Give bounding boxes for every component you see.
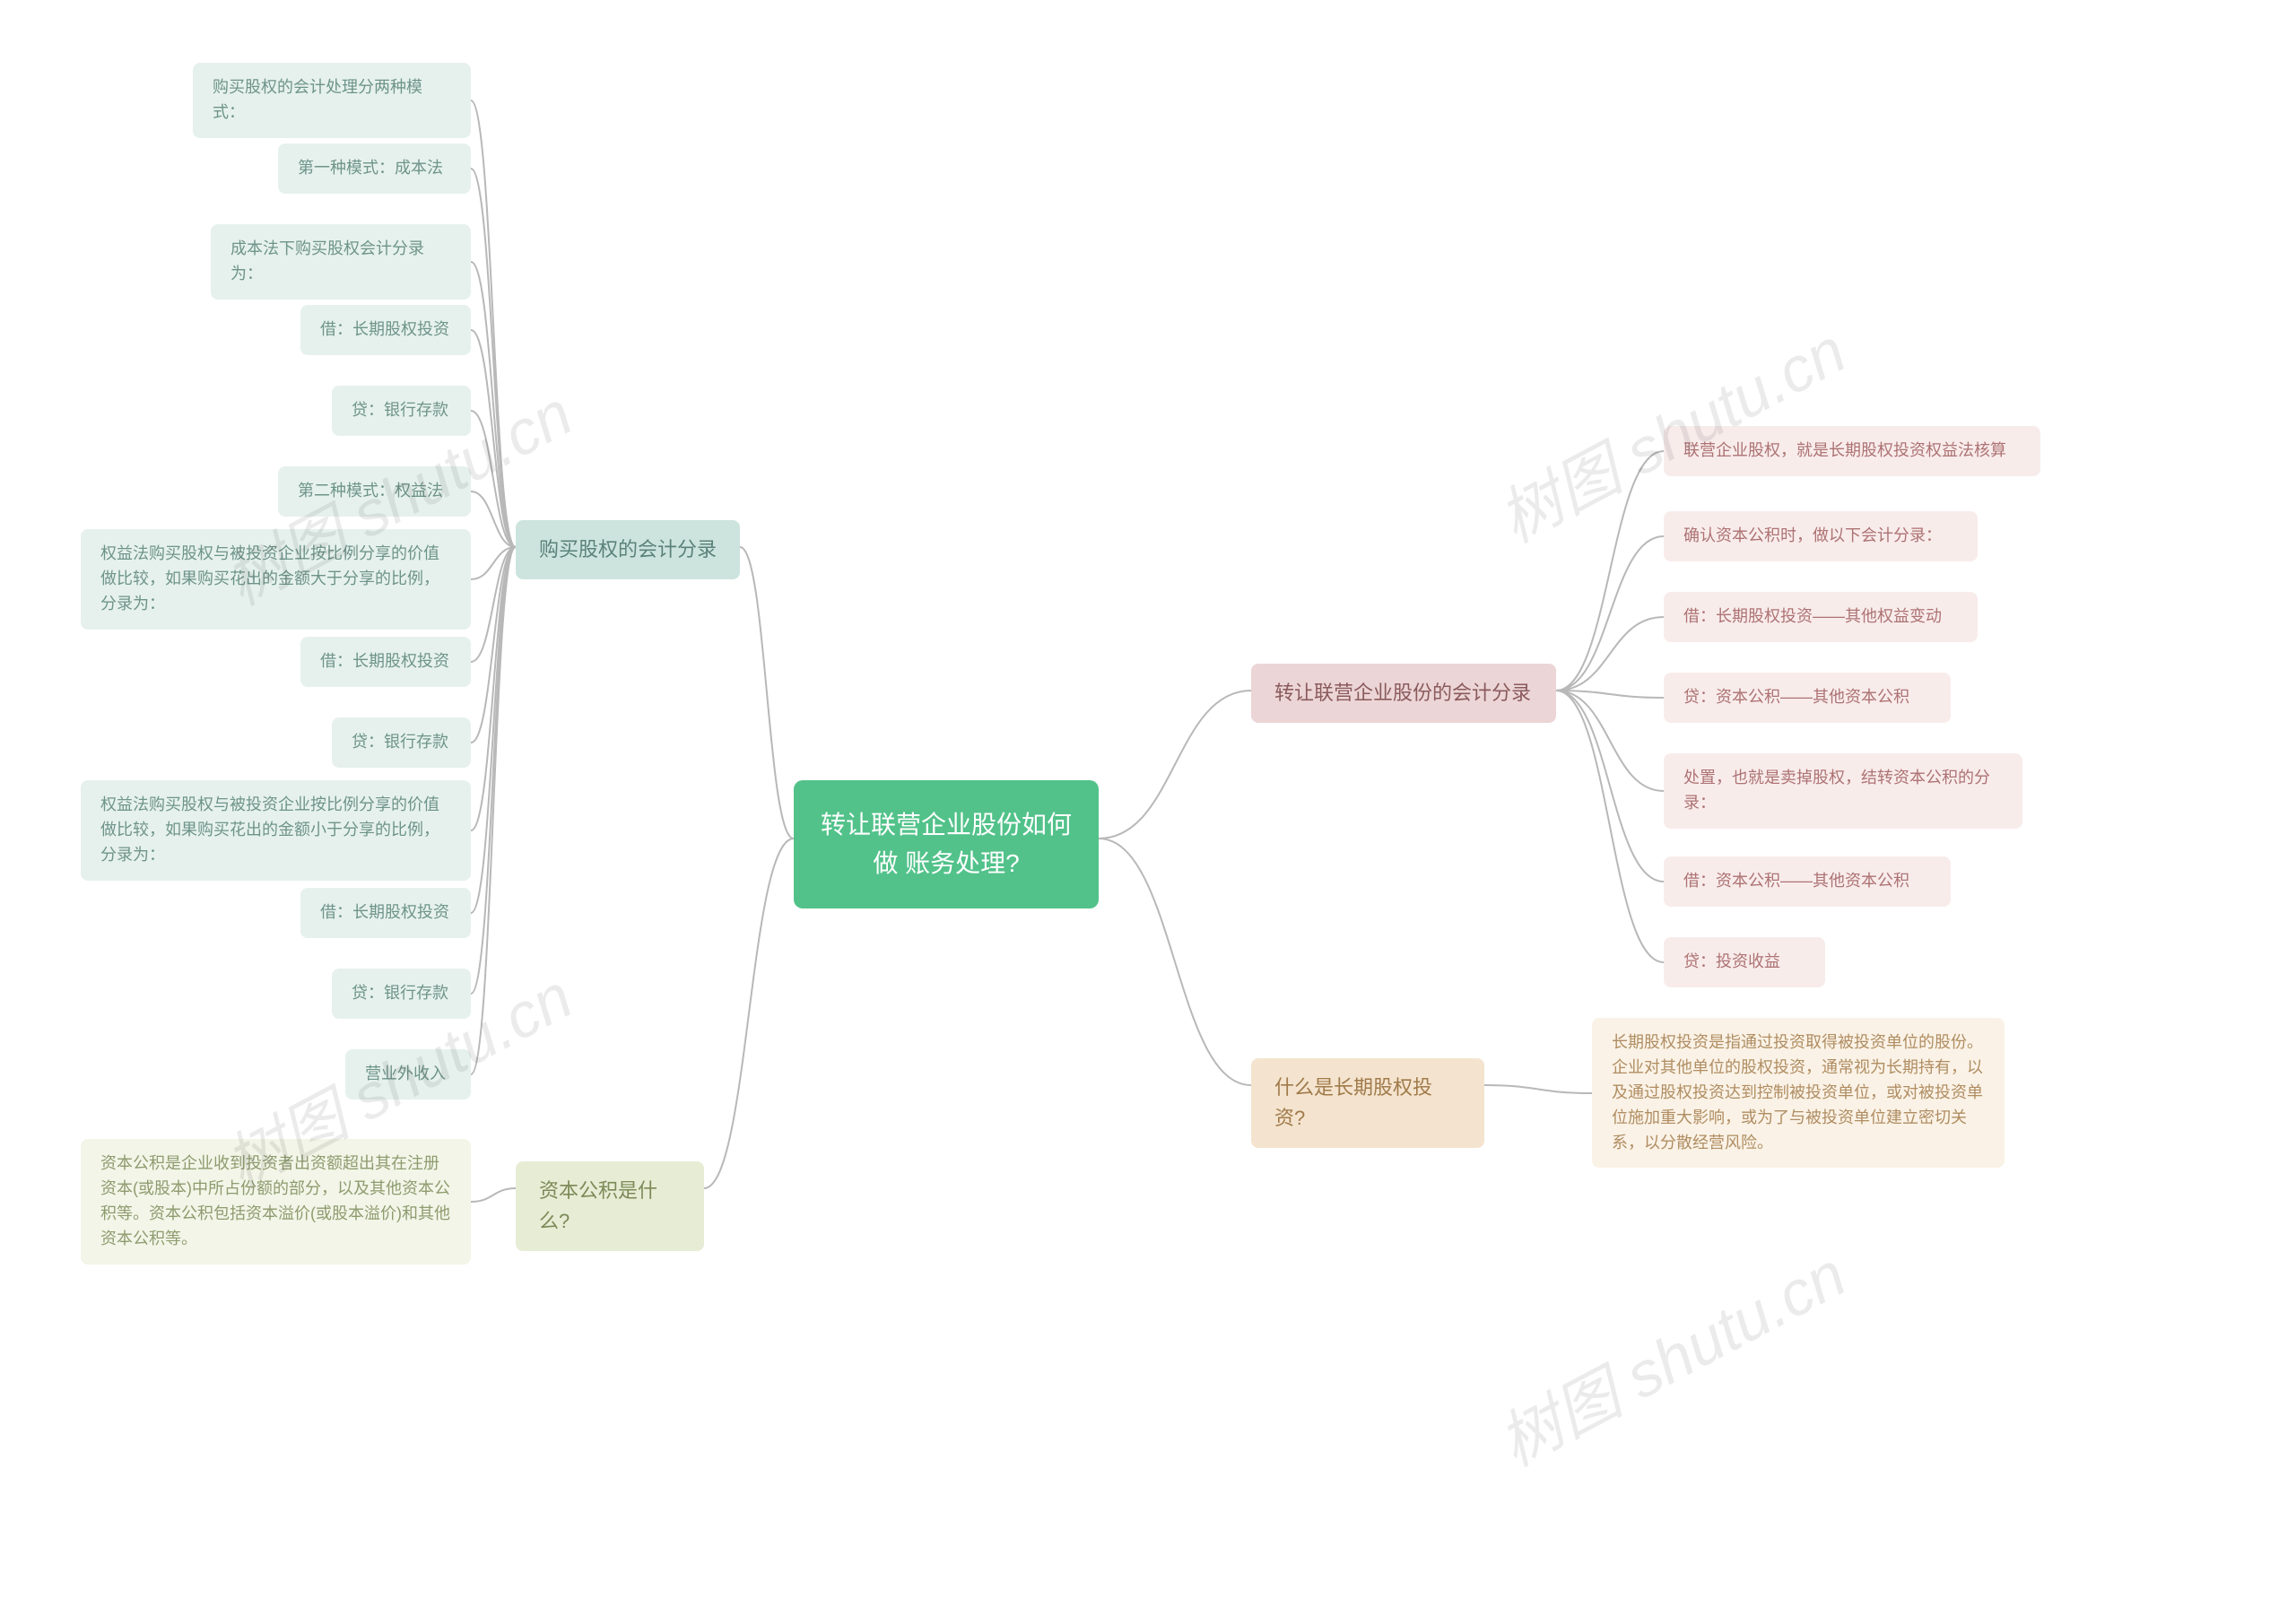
leaf-b2-0: 长期股权投资是指通过投资取得被投资单位的股份。企业对其他单位的股权投资，通常视为… (1592, 1018, 2005, 1168)
leaf-b3-8: 贷：银行存款 (332, 717, 471, 768)
leaf-b3-11: 贷：银行存款 (332, 969, 471, 1019)
leaf-b3-12-label: 营业外收入 (365, 1065, 446, 1082)
leaf-b3-7: 借：长期股权投资 (300, 637, 471, 687)
leaf-b4-0-label: 资本公积是企业收到投资者出资额超出其在注册资本(或股本)中所占份额的部分，以及其… (100, 1154, 450, 1247)
leaf-b1-6-label: 贷：投资收益 (1683, 952, 1780, 970)
leaf-b3-3-label: 借：长期股权投资 (320, 320, 449, 338)
leaf-b1-1-label: 确认资本公积时，做以下会计分录： (1683, 526, 1942, 544)
leaf-b3-8-label: 贷：银行存款 (352, 733, 448, 751)
branch-b2: 什么是长期股权投资? (1251, 1058, 1484, 1148)
watermark: 树图 shutu.cn (1481, 1225, 1859, 1483)
leaf-b1-2: 借：长期股权投资——其他权益变动 (1664, 592, 1978, 642)
leaf-b3-0-label: 购买股权的会计处理分两种模式： (213, 78, 422, 121)
leaf-b3-7-label: 借：长期股权投资 (320, 652, 449, 670)
leaf-b3-4-label: 贷：银行存款 (352, 401, 448, 419)
leaf-b3-3: 借：长期股权投资 (300, 305, 471, 355)
mindmap-root: 转让联营企业股份如何做 账务处理? (794, 780, 1099, 908)
branch-b4-label: 资本公积是什么? (539, 1179, 657, 1232)
leaf-b3-10-label: 借：长期股权投资 (320, 903, 449, 921)
leaf-b3-10: 借：长期股权投资 (300, 888, 471, 938)
branch-b1: 转让联营企业股份的会计分录 (1251, 664, 1556, 723)
leaf-b3-5-label: 第二种模式：权益法 (298, 482, 443, 500)
leaf-b3-4: 贷：银行存款 (332, 386, 471, 436)
leaf-b3-2-label: 成本法下购买股权会计分录为： (230, 239, 424, 282)
leaf-b3-9: 权益法购买股权与被投资企业按比例分享的价值做比较，如果购买花出的金额小于分享的比… (81, 780, 471, 881)
leaf-b1-5: 借：资本公积——其他资本公积 (1664, 856, 1951, 907)
leaf-b4-0: 资本公积是企业收到投资者出资额超出其在注册资本(或股本)中所占份额的部分，以及其… (81, 1139, 471, 1265)
branch-b1-label: 转让联营企业股份的会计分录 (1274, 682, 1531, 704)
leaf-b1-3-label: 贷：资本公积——其他资本公积 (1683, 688, 1909, 706)
leaf-b3-1: 第一种模式：成本法 (278, 143, 471, 194)
leaf-b1-2-label: 借：长期股权投资——其他权益变动 (1683, 607, 1942, 625)
leaf-b1-0-label: 联营企业股权，就是长期股权投资权益法核算 (1683, 441, 2006, 459)
leaf-b1-4-label: 处置，也就是卖掉股权，结转资本公积的分录： (1683, 769, 1990, 812)
leaf-b1-0: 联营企业股权，就是长期股权投资权益法核算 (1664, 426, 2040, 476)
root-text: 转让联营企业股份如何做 账务处理? (821, 811, 1072, 877)
leaf-b3-1-label: 第一种模式：成本法 (298, 159, 443, 177)
leaf-b1-6: 贷：投资收益 (1664, 937, 1825, 987)
leaf-b3-6-label: 权益法购买股权与被投资企业按比例分享的价值做比较，如果购买花出的金额大于分享的比… (100, 544, 439, 613)
leaf-b3-11-label: 贷：银行存款 (352, 984, 448, 1002)
branch-b4: 资本公积是什么? (516, 1161, 704, 1251)
leaf-b3-2: 成本法下购买股权会计分录为： (211, 224, 471, 300)
leaf-b1-3: 贷：资本公积——其他资本公积 (1664, 673, 1951, 723)
branch-b3-label: 购买股权的会计分录 (539, 538, 717, 561)
leaf-b3-12: 营业外收入 (345, 1049, 471, 1100)
leaf-b3-6: 权益法购买股权与被投资企业按比例分享的价值做比较，如果购买花出的金额大于分享的比… (81, 529, 471, 630)
leaf-b2-0-label: 长期股权投资是指通过投资取得被投资单位的股份。企业对其他单位的股权投资，通常视为… (1612, 1033, 1983, 1152)
leaf-b3-5: 第二种模式：权益法 (278, 466, 471, 517)
branch-b3: 购买股权的会计分录 (516, 520, 740, 579)
leaf-b1-1: 确认资本公积时，做以下会计分录： (1664, 511, 1978, 561)
leaf-b3-0: 购买股权的会计处理分两种模式： (193, 63, 471, 138)
leaf-b3-9-label: 权益法购买股权与被投资企业按比例分享的价值做比较，如果购买花出的金额小于分享的比… (100, 795, 439, 864)
leaf-b1-5-label: 借：资本公积——其他资本公积 (1683, 872, 1909, 890)
leaf-b1-4: 处置，也就是卖掉股权，结转资本公积的分录： (1664, 753, 2022, 829)
branch-b2-label: 什么是长期股权投资? (1274, 1076, 1432, 1129)
